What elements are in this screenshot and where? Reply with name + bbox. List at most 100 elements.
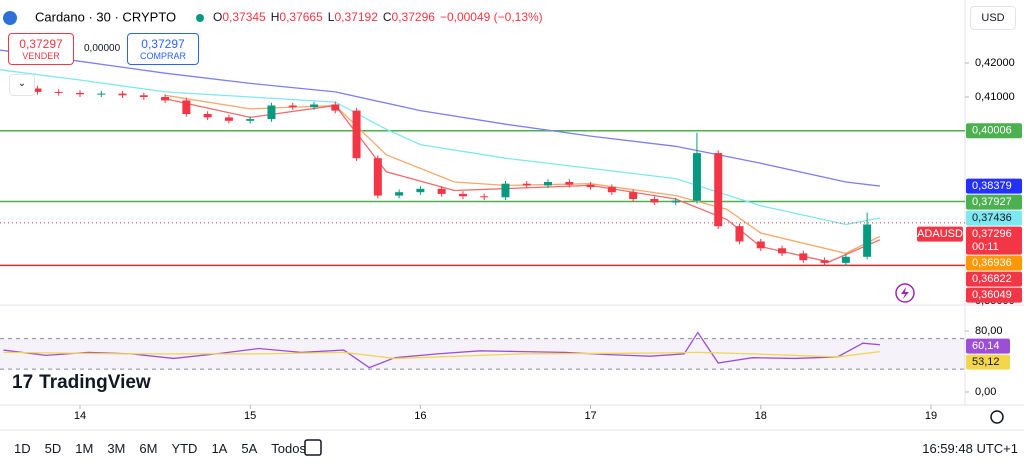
symbol-badge: [917, 226, 963, 242]
sell-label: VENDER: [22, 51, 60, 61]
range-button[interactable]: YTD: [171, 441, 198, 456]
candle-body: [203, 113, 212, 118]
countdown: 00:11: [972, 241, 999, 253]
candle-body: [650, 198, 659, 203]
candle-body: [586, 184, 595, 188]
ohlc-key: O: [213, 10, 223, 24]
candle-body: [33, 88, 42, 92]
buy-label: COMPRAR: [139, 51, 186, 61]
alert-bolt: [901, 287, 909, 299]
ohlc-value: 0,37192: [334, 10, 378, 24]
x-tick-label: 14: [74, 410, 86, 422]
candle-body: [161, 96, 170, 101]
x-tick-label: 16: [414, 410, 426, 422]
price-badge-label: 0,36822: [972, 273, 1012, 285]
y-tick-label: 0,41000: [975, 91, 1015, 103]
candle-body: [97, 93, 106, 95]
price-badge-label: 0,37436: [972, 212, 1012, 224]
moving-average: [0, 69, 881, 226]
x-tick-label: 19: [925, 410, 937, 422]
ohlc-value: 0,37296: [391, 10, 435, 24]
candle-body: [756, 241, 765, 249]
symbol-title: Cardano · 30 · CRYPTO: [35, 9, 176, 24]
price-badge-label: 0,37296: [972, 228, 1012, 240]
candle-body: [735, 226, 744, 242]
candle-body: [395, 192, 404, 196]
y-tick-label: 0,42000: [975, 57, 1015, 69]
candle-body: [437, 188, 446, 194]
rsi-badge: [966, 338, 1010, 354]
candle-body: [75, 92, 84, 95]
candle-body: [373, 158, 382, 196]
price-badge-label: 0,36936: [972, 257, 1012, 269]
candle-body: [54, 91, 63, 93]
range-button[interactable]: 1D: [14, 441, 31, 456]
rsi-badge-label: 53,12: [972, 356, 1000, 368]
status-dot: [196, 14, 204, 22]
calendar-icon[interactable]: [304, 439, 322, 456]
candle-body: [352, 110, 361, 159]
candle-body: [246, 119, 255, 121]
price-badge: [966, 178, 1022, 194]
sell-button[interactable]: 0,37297 VENDER: [8, 33, 74, 65]
range-button[interactable]: 6M: [139, 441, 158, 456]
candle-body: [607, 187, 616, 193]
rsi-badge-label: 60,14: [972, 340, 1000, 352]
range-button[interactable]: Todos: [271, 441, 306, 456]
range-button[interactable]: 1A: [211, 441, 228, 456]
candle-body: [629, 192, 638, 199]
candle-body: [416, 188, 425, 193]
ohlc-key: H: [270, 10, 280, 24]
candle-body: [863, 224, 872, 257]
logo-mark: 17: [12, 372, 34, 393]
candle-body: [139, 95, 148, 97]
ohlc-key: L: [327, 10, 335, 24]
rsi-tick-label: 80,00: [975, 325, 1003, 337]
candle-body: [224, 117, 233, 121]
settings-icon[interactable]: [990, 410, 1004, 424]
rsi-badge: [966, 354, 1010, 370]
candle-body: [714, 153, 723, 227]
range-button[interactable]: 5A: [241, 441, 258, 456]
buy-price: 0,37297: [141, 37, 185, 51]
candle-body: [267, 105, 276, 120]
price-badge-label: 0,38379: [972, 180, 1012, 192]
price-badge: [966, 255, 1022, 271]
currency-button[interactable]: USD: [970, 6, 1016, 30]
symbol-badge-label: ADAUSD: [917, 228, 963, 240]
range-button[interactable]: 3M: [107, 441, 126, 456]
price-badge-label: 0,36049: [972, 289, 1012, 301]
x-tick-label: 15: [244, 410, 256, 422]
alert-icon[interactable]: [895, 283, 915, 303]
candle-body: [778, 248, 787, 254]
candle-body: [544, 181, 553, 186]
range-button[interactable]: 1M: [75, 441, 94, 456]
candle-body: [458, 193, 467, 197]
price-badge-label: 0,37927: [972, 196, 1012, 208]
ohlc-key: C: [382, 10, 392, 24]
candle-body: [565, 181, 574, 185]
candle-body: [331, 104, 340, 111]
moving-average: [0, 49, 880, 187]
range-button[interactable]: 5D: [44, 441, 62, 456]
price-badge: [966, 287, 1022, 303]
buy-button[interactable]: 0,37297 COMPRAR: [127, 33, 199, 65]
spread: 0,00000: [84, 43, 121, 54]
rsi-line: [3, 350, 880, 360]
price-badge: [966, 226, 1022, 255]
ohlc-value: 0,37665: [279, 10, 323, 24]
rsi-tick-label: 0,00: [975, 386, 996, 398]
candle-body: [799, 253, 808, 261]
candle-body: [841, 256, 850, 263]
candle-body: [671, 200, 680, 203]
range-bar: 1D 5D 1M 3M 6M YTD 1A 5A Todos: [14, 441, 306, 456]
candle-body: [310, 104, 319, 108]
rsi-line: [3, 331, 880, 369]
collapse-button[interactable]: ⌄: [9, 74, 35, 96]
price-badge: [966, 194, 1022, 210]
price-badge: [966, 123, 1022, 139]
price-badge-label: 0,40006: [972, 125, 1012, 137]
candle-body: [288, 105, 297, 108]
